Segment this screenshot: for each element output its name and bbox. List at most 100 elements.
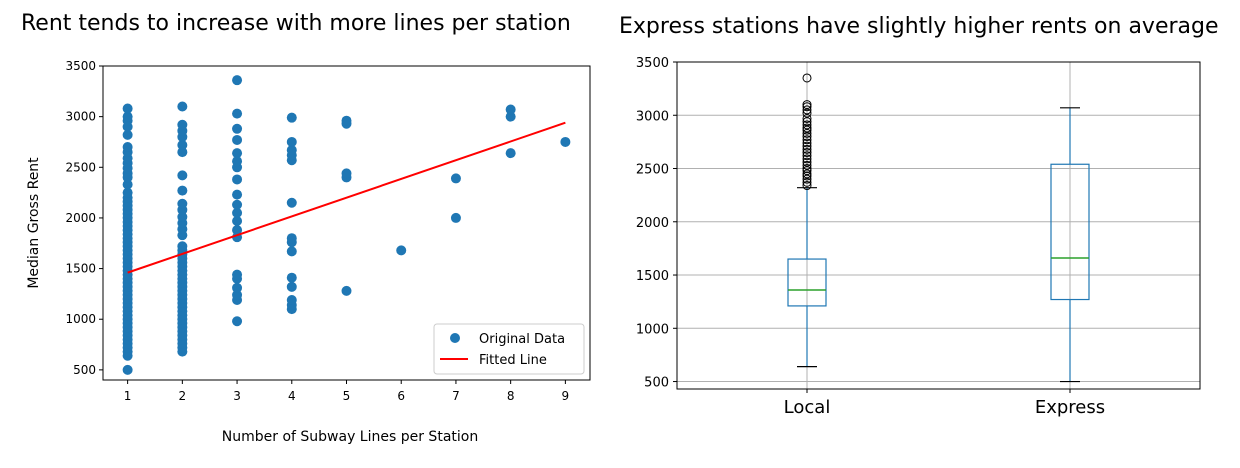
scatter-point [177, 147, 188, 158]
box-y-tick-label: 3000 [636, 109, 669, 124]
box-outlier [802, 113, 812, 123]
scatter-point [396, 245, 407, 256]
scatter-point [286, 197, 297, 208]
box-outlier [802, 132, 812, 142]
scatter-point [232, 269, 243, 280]
scatter-point [232, 207, 243, 218]
scatter-point [341, 285, 352, 296]
scatter-x-tick-label: 6 [397, 389, 405, 403]
scatter-point [505, 111, 516, 122]
scatter-x-tick-label: 5 [343, 389, 351, 403]
scatter-point [177, 140, 188, 151]
legend-label-original-data: Original Data [479, 332, 565, 347]
scatter-point [232, 148, 243, 159]
scatter-point [232, 189, 243, 200]
scatter-point [177, 101, 188, 112]
box-outlier [802, 174, 812, 184]
scatter-x-tick-label: 9 [562, 389, 570, 403]
scatter-point [122, 129, 133, 140]
box-outlier [802, 108, 812, 118]
scatter-point [341, 168, 352, 179]
scatter-point [450, 212, 461, 223]
scatter-point [232, 156, 243, 167]
scatter-x-axis-label: Number of Subway Lines per Station [222, 429, 478, 445]
fitted-line [127, 121, 566, 274]
box-outlier [802, 141, 812, 151]
box-outlier [802, 100, 812, 110]
box-outlier [802, 73, 812, 83]
scatter-x-tick-label: 7 [452, 389, 460, 403]
scatter-point [232, 215, 243, 226]
box-outlier [802, 154, 812, 164]
scatter-point [177, 241, 188, 252]
box-outlier [802, 102, 812, 112]
box-outlier [802, 123, 812, 133]
box-outlier [802, 160, 812, 170]
box-outlier [802, 164, 812, 174]
legend-box [433, 323, 585, 375]
scatter-x-tick-label: 1 [124, 389, 132, 403]
box-outlier [802, 151, 812, 161]
scatter-x-tick-label: 3 [233, 389, 241, 403]
scatter-point [177, 170, 188, 181]
box-outlier [802, 157, 812, 167]
scatter-point [232, 75, 243, 86]
box-chart-title: Express stations have slightly higher re… [619, 14, 1219, 39]
box-y-tick-label: 2000 [636, 216, 669, 231]
scatter-y-tick-label: 500 [73, 363, 96, 377]
scatter-point [286, 136, 297, 147]
box-outlier [802, 120, 812, 130]
scatter-point [505, 148, 516, 159]
scatter-point [286, 294, 297, 305]
scatter-y-tick-label: 3500 [65, 59, 96, 73]
scatter-point [505, 104, 516, 115]
box-outlier [802, 135, 812, 145]
scatter-point [232, 108, 243, 119]
scatter-x-tick-label: 8 [507, 389, 515, 403]
box-category-label: Local [784, 397, 831, 418]
scatter-point [286, 233, 297, 244]
scatter-point [122, 187, 133, 198]
scatter-point [177, 185, 188, 196]
scatter-plot-frame [102, 65, 591, 381]
scatter-point [341, 115, 352, 126]
box-outlier [802, 148, 812, 158]
scatter-y-tick-label: 3000 [65, 110, 96, 124]
scatter-point [177, 198, 188, 209]
box-category-label: Express [1035, 397, 1105, 418]
scatter-point [232, 199, 243, 210]
scatter-y-tick-label: 2500 [65, 160, 96, 174]
box-outlier [802, 166, 812, 176]
box-y-tick-label: 3500 [636, 56, 669, 71]
box-outlier [802, 171, 812, 181]
box-outlier [802, 177, 812, 187]
box-outlier [802, 169, 812, 179]
box-y-tick-label: 1500 [636, 269, 669, 284]
scatter-point [122, 111, 133, 122]
scatter-point [232, 134, 243, 145]
box-iqr-local [787, 258, 827, 307]
scatter-point [232, 174, 243, 185]
scatter-point [560, 136, 571, 147]
scatter-y-axis-label: Median Gross Rent [26, 157, 42, 289]
scatter-point [286, 145, 297, 156]
box-outlier [802, 105, 812, 115]
scatter-point [286, 246, 297, 257]
scatter-point [232, 289, 243, 300]
scatter-point [232, 282, 243, 293]
box-y-tick-label: 500 [644, 376, 669, 391]
box-outlier [802, 144, 812, 154]
box-y-tick-label: 1000 [636, 322, 669, 337]
box-outlier [802, 117, 812, 127]
scatter-point [122, 179, 133, 190]
scatter-x-tick-label: 2 [179, 389, 187, 403]
scatter-point [286, 281, 297, 292]
scatter-chart-title: Rent tends to increase with more lines p… [21, 11, 571, 36]
scatter-point [122, 364, 133, 375]
box-outlier [802, 125, 812, 135]
scatter-point [122, 103, 133, 114]
box-plot-frame [676, 61, 1201, 390]
scatter-y-tick-label: 1500 [65, 262, 96, 276]
box-outlier [802, 181, 812, 191]
